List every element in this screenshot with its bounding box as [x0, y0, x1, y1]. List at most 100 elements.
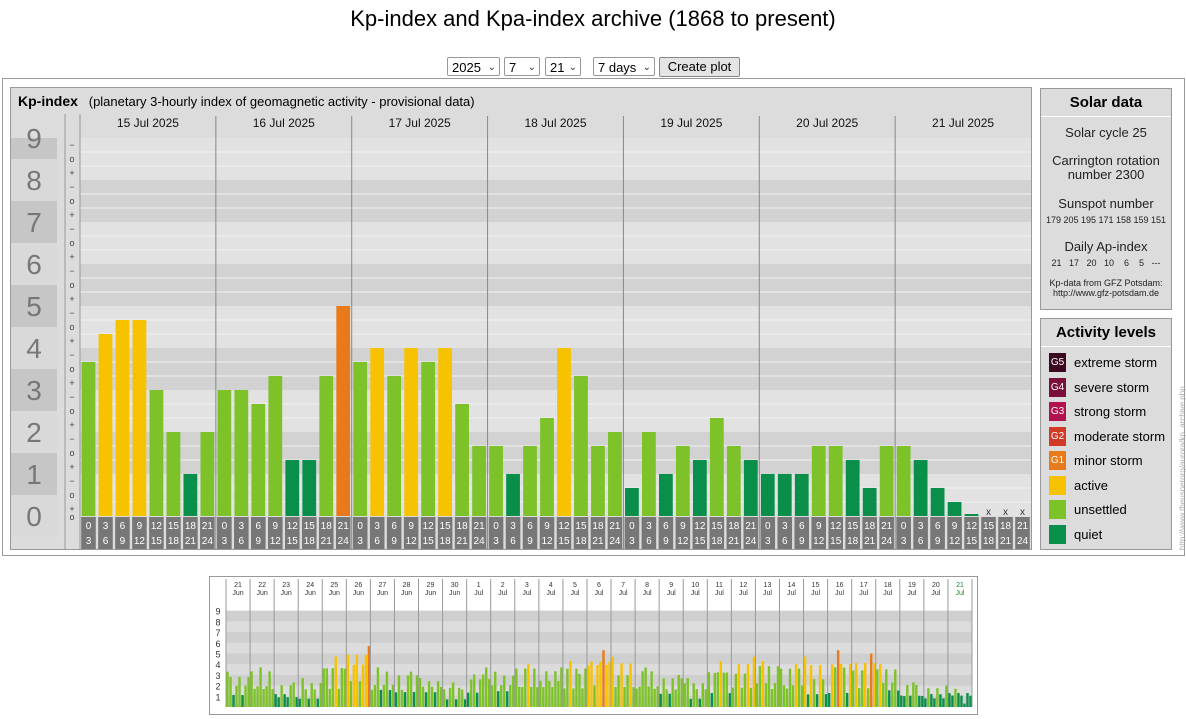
mini-day-label: 28	[403, 582, 411, 589]
activity-level-label: active	[1074, 477, 1108, 493]
mini-kp-bar	[818, 665, 822, 707]
hour-label-end: 21	[1000, 536, 1012, 547]
mini-kp-bar	[578, 673, 581, 707]
hour-label-start: 6	[527, 521, 533, 532]
mini-day-label: 3	[525, 582, 529, 589]
mini-kp-bar	[542, 687, 545, 707]
mini-kp-bar	[322, 668, 325, 707]
data-credit-link[interactable]: http://www.gfz-potsdam.de	[1052, 288, 1160, 298]
mini-kp-bar	[912, 682, 915, 707]
mini-day-label: 20	[932, 582, 940, 589]
mini-kp-bar	[758, 666, 762, 707]
hour-label-start: 15	[983, 521, 995, 532]
hour-label-end: 15	[694, 536, 706, 547]
mini-kp-bar	[641, 671, 644, 707]
mini-kp-bar	[848, 663, 852, 707]
mini-kp-bar	[349, 681, 353, 707]
mini-kp-bar	[587, 665, 590, 707]
hour-label-end: 12	[270, 536, 282, 547]
mini-kp-bar	[888, 690, 891, 707]
mini-kp-bar	[915, 684, 918, 707]
kp-bar	[930, 487, 945, 516]
mini-kp-bar	[397, 675, 401, 707]
y-tick-label: 7	[26, 207, 42, 238]
mini-kp-bar	[563, 688, 566, 707]
hour-box	[488, 517, 504, 549]
mini-kp-bar	[527, 664, 530, 707]
mini-kp-bar	[698, 698, 701, 707]
hour-label-start: 9	[137, 521, 143, 532]
month-overview-chart: 12345678921Jun22Jun23Jun24Jun25Jun26Jun2…	[215, 579, 973, 707]
mini-grid-band	[226, 653, 972, 665]
mini-month-label: Jul	[787, 590, 796, 597]
hour-label-start: 12	[558, 521, 570, 532]
mini-month-label: Jun	[377, 590, 388, 597]
mini-kp-bar	[406, 675, 410, 707]
hour-label-start: 15	[711, 521, 723, 532]
mini-month-label: Jul	[883, 590, 892, 597]
minor-tick-label: o	[69, 238, 74, 248]
mini-month-label: Jul	[907, 590, 916, 597]
mini-kp-bar	[948, 693, 951, 707]
day-select[interactable]: 21 ⌄	[545, 57, 581, 76]
hour-box	[335, 517, 351, 549]
mini-kp-bar	[307, 698, 310, 707]
hour-label-start: 15	[304, 521, 316, 532]
mini-kp-bar	[346, 654, 350, 707]
hour-label-end: 3	[493, 536, 499, 547]
mini-kp-bar	[839, 664, 843, 707]
day-label: 19 Jul 2025	[660, 116, 722, 130]
mini-kp-bar	[770, 689, 774, 707]
hour-box	[166, 517, 181, 549]
y-tick-band	[11, 369, 57, 411]
mini-kp-bar	[653, 688, 656, 707]
mini-kp-bar	[533, 668, 536, 707]
mini-kp-bar	[737, 664, 741, 707]
hour-label-end: 15	[423, 536, 435, 547]
activity-level-swatch: G3	[1049, 402, 1066, 421]
mini-day-label: 14	[788, 582, 796, 589]
hour-label-end: 6	[782, 536, 788, 547]
mini-kp-bar	[746, 664, 750, 707]
chevron-down-icon: ⌄	[487, 62, 496, 73]
month-select[interactable]: 7 ⌄	[504, 57, 540, 76]
hour-label-end: 21	[864, 536, 876, 547]
mini-kp-bar	[960, 695, 963, 707]
mini-day-label: 10	[691, 582, 699, 589]
mini-kp-bar	[524, 668, 527, 707]
activity-levels-panel: Activity levels G5 extreme storm G4 severe …	[1040, 318, 1172, 550]
mini-kp-bar	[827, 693, 831, 707]
activity-level-swatch: G1	[1049, 451, 1066, 470]
hour-label-end: 18	[983, 536, 995, 547]
mini-kp-bar	[436, 681, 440, 707]
create-plot-button[interactable]: Create plot	[659, 57, 740, 77]
day-label: 17 Jul 2025	[389, 116, 451, 130]
mini-kp-bar	[602, 650, 605, 707]
mini-kp-bar	[596, 664, 599, 707]
mini-kp-bar	[785, 688, 789, 707]
mini-day-label: 15	[812, 582, 820, 589]
hour-label-start: 0	[86, 521, 92, 532]
mini-kp-bar	[521, 687, 524, 707]
activity-level-label: extreme storm	[1074, 355, 1158, 370]
mini-kp-bar	[265, 686, 268, 707]
mini-kp-bar	[551, 686, 554, 707]
kp-bar	[251, 403, 266, 516]
mini-day-label: 22	[258, 582, 266, 589]
period-select[interactable]: 7 days ⌄	[593, 57, 655, 76]
sunspot-label: Sunspot number	[1058, 196, 1154, 211]
kp-bar	[200, 432, 215, 516]
year-select[interactable]: 2025 ⌄	[447, 57, 500, 76]
hour-label-start: 0	[765, 521, 771, 532]
hour-label-end: 3	[357, 536, 363, 547]
hour-box	[726, 517, 742, 549]
mini-kp-bar	[728, 693, 732, 707]
hour-label-end: 12	[677, 536, 689, 547]
hour-label-start: 21	[745, 521, 757, 532]
mini-kp-bar	[692, 683, 695, 707]
mini-month-label: Jul	[619, 590, 628, 597]
mini-kp-bar	[876, 669, 879, 707]
mini-kp-bar	[803, 656, 807, 707]
mini-kp-bar	[755, 683, 759, 707]
mini-day-label: 25	[330, 582, 338, 589]
